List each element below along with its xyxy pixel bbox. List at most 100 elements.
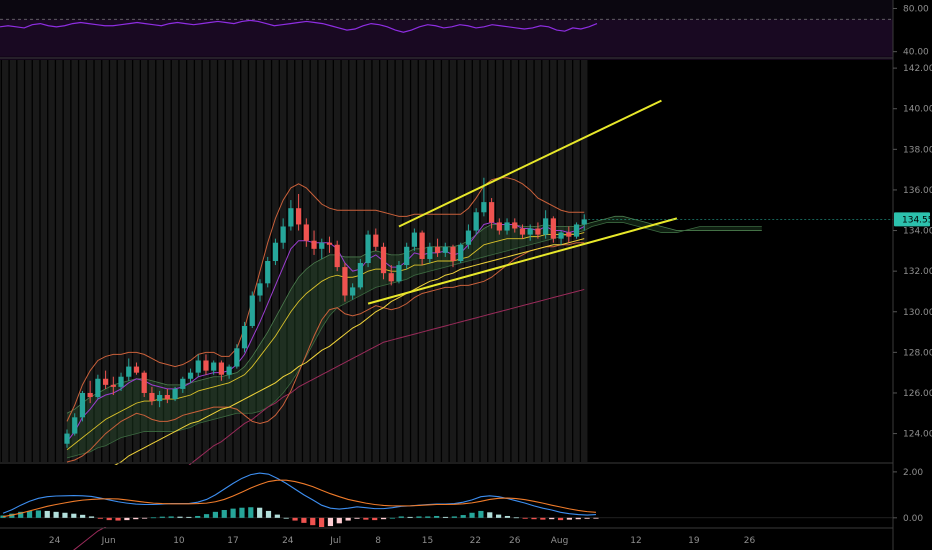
macd-histogram-bar [257,507,263,518]
candle[interactable] [303,224,309,241]
candle[interactable] [226,366,232,375]
candle[interactable] [103,378,109,385]
candle[interactable] [64,433,70,444]
time-scale[interactable]: 24 Jun 10 17 24 Jul 8 15 22 26 Aug 12 19 26 [49,536,756,546]
candle[interactable] [126,366,132,377]
x-tick-label: 10 [173,536,185,546]
candle[interactable] [172,388,178,400]
macd-histogram-bar [177,516,183,518]
candle[interactable] [550,218,556,239]
session-shade [48,60,55,462]
candle[interactable] [373,234,379,247]
candle[interactable] [481,202,487,213]
macd-histogram-bar [195,515,201,518]
candle[interactable] [543,218,549,235]
macd-pane[interactable] [0,465,893,527]
upper-trendline[interactable] [398,99,662,228]
candle[interactable] [241,325,248,349]
candle[interactable] [450,246,456,261]
session-shade [372,60,379,462]
candle[interactable] [187,372,194,379]
candle[interactable] [234,348,240,367]
macd-histogram-bar [292,517,298,521]
bollinger-lower-line [66,242,585,463]
candle[interactable] [249,295,255,326]
candle[interactable] [411,232,417,247]
price-pane[interactable] [0,60,893,550]
candle[interactable] [512,222,518,229]
candle[interactable] [519,228,526,235]
candle[interactable] [365,234,371,264]
candle[interactable] [280,226,286,243]
candle[interactable] [180,378,186,389]
candle[interactable] [218,362,224,375]
candle[interactable] [380,246,387,274]
lower-trendline[interactable] [367,217,678,305]
candle[interactable] [110,384,116,387]
candle[interactable] [489,202,495,223]
candle[interactable] [427,246,433,259]
candle[interactable] [72,417,78,434]
candle[interactable] [527,228,533,235]
candle[interactable] [388,273,394,282]
candle[interactable] [458,244,464,261]
session-shade [511,60,518,462]
candle[interactable] [195,360,201,373]
session-shade [40,60,48,462]
session-shade [303,60,310,462]
candle[interactable] [203,360,209,371]
candle[interactable] [434,246,441,253]
x-tick-label: 24 [282,536,294,546]
session-shade [179,60,186,462]
candle[interactable] [257,283,263,296]
candle[interactable] [311,240,317,249]
candle[interactable] [357,263,363,288]
candle[interactable] [535,228,541,235]
session-shade [125,60,132,462]
rsi-pane[interactable] [0,0,893,63]
candle[interactable] [118,376,124,387]
candle[interactable] [404,246,410,266]
candle[interactable] [442,246,448,253]
candle[interactable] [319,242,325,249]
macd-histogram-bar [203,514,210,518]
candle[interactable] [558,232,564,239]
candle[interactable] [342,267,348,296]
candle[interactable] [133,366,140,373]
candle[interactable] [419,232,425,259]
candle[interactable] [95,378,101,398]
candle[interactable] [296,208,302,225]
price-scale[interactable]: 80.00 40.00 142.00 140.00 138.00 136.00 134.00… [893,4,932,524]
candle[interactable] [272,242,279,261]
candle[interactable] [164,395,170,400]
candle[interactable] [496,222,502,231]
candle[interactable] [326,242,333,245]
macd-histogram-bar [549,517,555,520]
candle[interactable] [581,219,587,225]
candle[interactable] [149,392,155,402]
candle[interactable] [566,232,572,237]
candle[interactable] [465,230,472,245]
x-tick-label: 15 [422,536,433,546]
candle[interactable] [211,362,217,371]
macd-histogram-bar [97,517,103,519]
candle[interactable] [288,208,294,227]
session-shade [279,60,287,462]
candle[interactable] [265,261,271,284]
macd-histogram-bar [336,517,342,524]
session-shade [249,60,256,462]
candle[interactable] [141,372,147,393]
candle[interactable] [79,392,86,418]
candle[interactable] [350,287,356,296]
candle[interactable] [334,244,340,268]
last-price-tag[interactable]: 134.55 [894,212,932,227]
candle[interactable] [573,224,580,237]
candle[interactable] [157,395,163,402]
candle[interactable] [504,222,510,231]
candle[interactable] [87,392,93,398]
candle[interactable] [473,212,479,231]
session-shade [63,60,71,462]
candle[interactable] [396,265,402,282]
x-tick-label: 12 [630,536,641,546]
